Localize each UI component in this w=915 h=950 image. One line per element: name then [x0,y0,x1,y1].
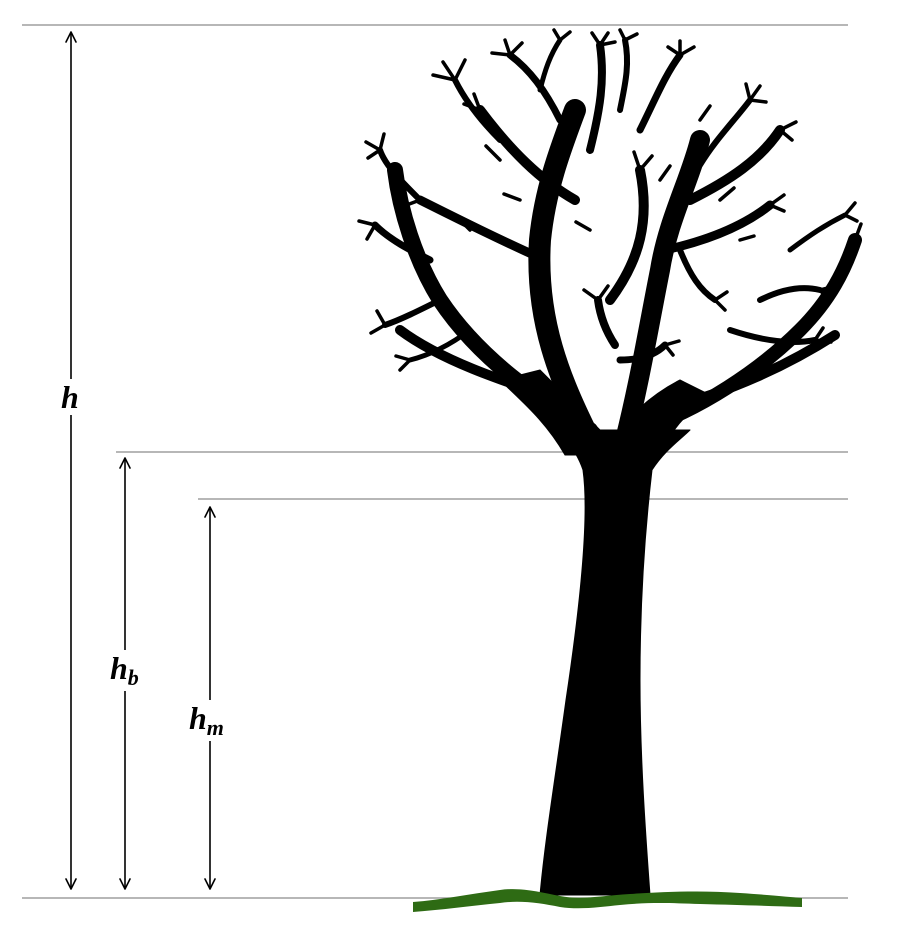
merchantable-height-label: hm [189,700,224,741]
tree-silhouette-icon [357,28,863,896]
total-height-symbol: h [61,379,79,415]
arrow-up-head [204,506,216,518]
base-height-label: hb [110,650,139,691]
total-height-dimension [65,31,77,890]
arrow-up-head [119,457,131,469]
base-height-symbol: h [110,650,128,686]
arrow-down-head [204,878,216,890]
base-height-subscript: b [127,665,139,690]
merchantable-height-subscript: m [206,715,224,740]
arrow-down-head [65,878,77,890]
arrow-down-head [119,878,131,890]
merchantable-height-symbol: h [189,700,207,736]
merchantable-height-dimension [204,506,216,890]
grass-strip [413,889,802,912]
total-height-label: h [61,379,79,415]
arrow-up-head [65,31,77,43]
